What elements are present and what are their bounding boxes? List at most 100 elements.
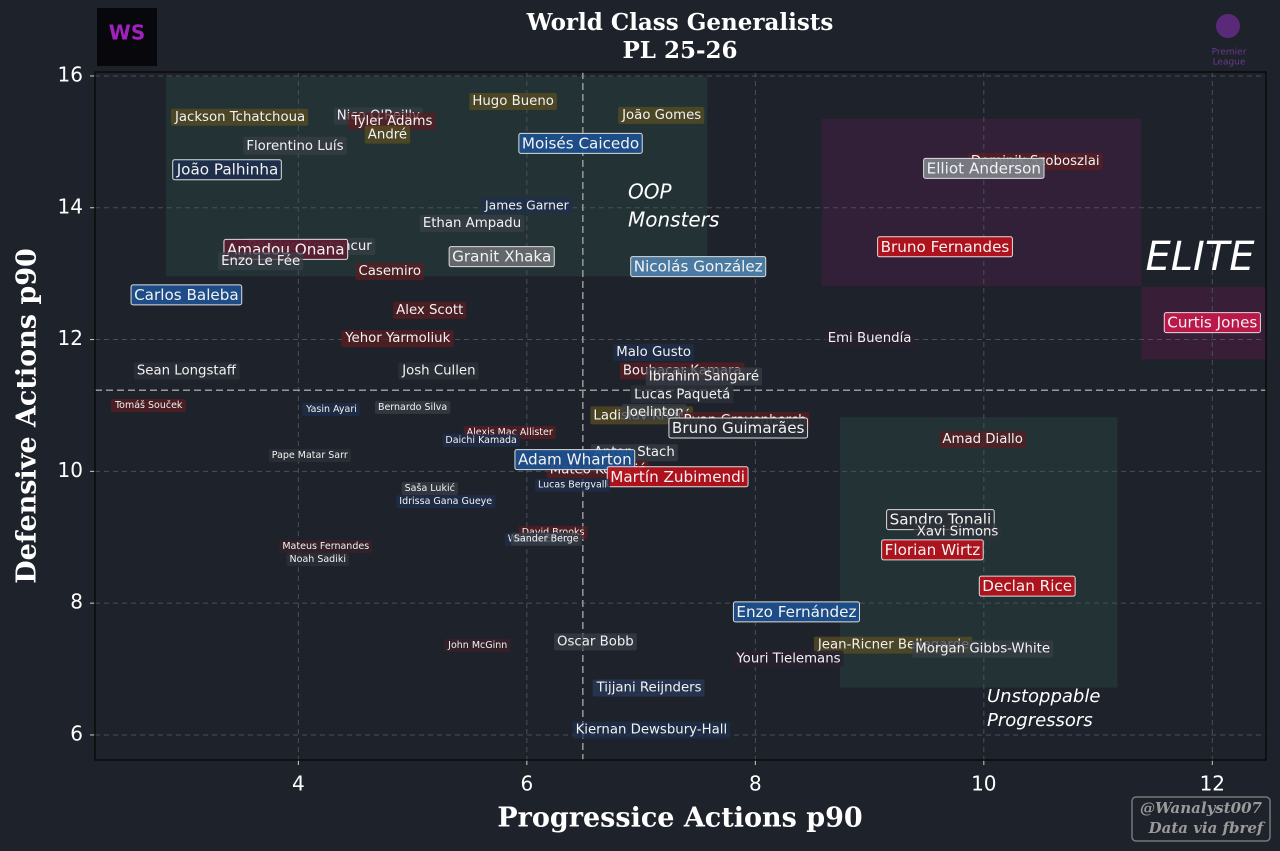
label-box [621, 404, 687, 422]
label-box [110, 398, 186, 412]
plot-frame [94, 71, 1267, 761]
label-box [535, 478, 611, 492]
credit: Data via fbref [1148, 819, 1266, 837]
player-label: Bernardo Silva [374, 400, 451, 414]
y-tick-label: 8 [70, 590, 83, 614]
player-label: Lucas Bergvall [535, 478, 611, 492]
player-name: Lucas Bergvall [538, 480, 607, 491]
player-label: João Palhinha [172, 159, 282, 181]
player-name: Florentino Luís [246, 138, 343, 154]
player-name: Tomáš Souček [114, 400, 183, 411]
player-name: Saša Lukić [405, 483, 455, 494]
label-box [286, 553, 350, 567]
label-box [1163, 312, 1261, 334]
label-box [172, 159, 282, 181]
label-box [913, 523, 1002, 541]
y-tick-label: 6 [70, 721, 83, 745]
player-name: Martín Zubimendi [610, 468, 745, 486]
label-box [912, 640, 1054, 658]
player-name: Lucas Paquetá [634, 386, 730, 402]
label-box [279, 539, 373, 553]
player-label: Casemiro [355, 263, 424, 281]
label-box [170, 108, 309, 126]
player-name: Granit Xhaka [452, 248, 551, 266]
player-label: Idrissa Gana Gueye [396, 495, 496, 509]
player-label: Oscar Bobb [554, 633, 637, 651]
label-box [401, 481, 458, 495]
label-box [268, 449, 351, 463]
player-label: Nicolás González [630, 256, 767, 278]
label-box [396, 495, 496, 509]
label-box [824, 329, 915, 348]
player-name: Sean Longstaff [137, 364, 237, 379]
label-box [133, 362, 240, 380]
league-logo-icon [1216, 14, 1240, 38]
player-label: Noah Sadiki [286, 553, 350, 567]
player-label: James Garner [481, 197, 573, 214]
player-label: Tyler Adams [347, 112, 436, 130]
label-box [444, 638, 511, 652]
player-label: Morgan Gibbs-White [912, 640, 1054, 658]
player-name: Pape Matar Sarr [272, 450, 348, 461]
player-name: Hugo Bueno [472, 94, 554, 109]
player-name: Mateus Fernandes [282, 541, 369, 552]
player-label: Tomáš Souček [110, 398, 186, 412]
player-label: André [364, 125, 411, 144]
player-label: Hugo Bueno [469, 92, 557, 110]
label-box [572, 721, 731, 739]
player-label: Curtis Jones [1163, 312, 1261, 334]
x-tick-label: 8 [749, 772, 762, 796]
annotation: Unstoppable [987, 686, 1100, 707]
label-box [398, 362, 479, 380]
player-name: Carlos Baleba [134, 286, 239, 304]
player-label: John McGinn [444, 638, 511, 652]
player-name: Youri Tielemans [735, 652, 840, 667]
zone [821, 118, 1142, 287]
player-name: Declan Rice [982, 577, 1072, 595]
league-logo-text: League [1213, 58, 1246, 68]
player-label: Florentino Luís [243, 136, 347, 155]
player-label: Sander Berge [510, 532, 582, 546]
label-box [393, 301, 467, 319]
y-axis-label: Defensive Actions p90 [12, 248, 43, 584]
player-name: Oscar Bobb [557, 634, 634, 649]
player-name: Kiernan Dewsbury-Hall [576, 723, 728, 738]
label-box [442, 433, 520, 447]
league-logo-text: Premier [1212, 48, 1247, 58]
player-label: Moisés Caicedo [518, 132, 643, 154]
label-box [554, 633, 637, 651]
player-label: Mateus Fernandes [279, 539, 373, 553]
player-name: Josh Cullen [401, 364, 475, 379]
player-name: Joelinton [625, 405, 684, 420]
label-box [130, 284, 243, 306]
label-box [514, 449, 636, 471]
player-label: Youri Tielemans [732, 650, 844, 668]
player-name: Noah Sadiki [290, 554, 346, 565]
player-label: Florian Wirtz [881, 539, 984, 561]
label-box [243, 136, 347, 155]
player-label: Alex Scott [393, 301, 467, 319]
label-box [469, 92, 557, 110]
label-box [939, 431, 1026, 449]
logo-text: WS [109, 21, 145, 45]
label-box [618, 106, 705, 124]
label-box [374, 400, 451, 414]
player-label: Lucas Paquetá [631, 385, 734, 404]
x-axis-label: Progressice Actions p90 [497, 803, 862, 834]
player-name: Bernardo Silva [378, 402, 447, 413]
player-name: Nicolás González [634, 258, 763, 276]
player-name: André [368, 127, 407, 143]
label-box [877, 236, 1013, 258]
y-tick-label: 16 [58, 62, 83, 86]
annotation: ELITE [1145, 234, 1255, 280]
player-label: Xavi Simons [913, 523, 1002, 541]
player-label: Saša Lukić [401, 481, 458, 495]
player-name: Moisés Caicedo [522, 134, 639, 152]
player-name: Yehor Yarmoliuk [344, 331, 450, 346]
label-box [347, 112, 436, 130]
player-name: Tijjani Reijnders [596, 681, 702, 696]
annotation: OOP [628, 180, 672, 204]
player-name: Enzo Le Fée [221, 253, 300, 269]
label-box [592, 679, 705, 697]
player-name: Daichi Kamada [445, 435, 517, 446]
